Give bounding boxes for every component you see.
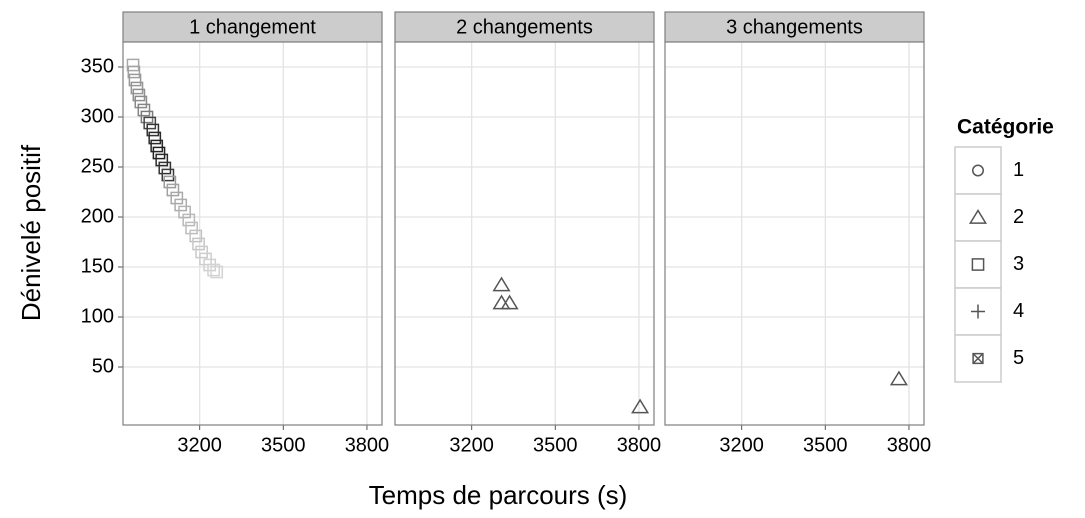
y-tick-label: 350 xyxy=(81,55,114,77)
legend-key xyxy=(954,240,1002,289)
y-tick-label: 100 xyxy=(81,305,114,327)
y-tick-label: 200 xyxy=(81,205,114,227)
point xyxy=(130,81,144,95)
point xyxy=(182,213,196,227)
strip xyxy=(664,11,925,43)
point xyxy=(146,123,160,137)
point xyxy=(500,294,519,310)
y-tick-label: 50 xyxy=(92,355,114,377)
point xyxy=(195,245,208,259)
legend-label: 3 xyxy=(1013,253,1024,275)
point xyxy=(127,65,141,79)
point xyxy=(166,183,180,197)
x-tick-label: 3800 xyxy=(887,434,932,456)
point xyxy=(492,276,511,292)
strip xyxy=(394,11,655,43)
x-tick-label: 3200 xyxy=(719,434,764,456)
y-axis-title: Dénivelé positif xyxy=(16,144,46,321)
legend-key xyxy=(954,146,1002,195)
legend-symbol xyxy=(971,258,985,271)
panel xyxy=(395,42,654,425)
strip xyxy=(122,11,383,43)
point xyxy=(192,237,205,251)
legend-label: 2 xyxy=(1013,206,1024,228)
point xyxy=(161,168,175,182)
panel-border xyxy=(394,41,655,426)
point xyxy=(128,73,142,87)
y-tick-label: 300 xyxy=(81,105,114,127)
point xyxy=(158,161,172,175)
strip-label: 3 changements xyxy=(726,16,863,38)
x-tick-label: 3800 xyxy=(617,434,662,456)
strip-label: 2 changements xyxy=(456,16,593,38)
point xyxy=(143,116,157,130)
point xyxy=(631,398,650,414)
point xyxy=(152,146,166,160)
panel xyxy=(665,42,924,425)
point xyxy=(126,58,140,72)
point xyxy=(185,221,198,235)
panel-border xyxy=(122,41,383,426)
point xyxy=(207,263,220,277)
x-tick-label: 3500 xyxy=(803,434,848,456)
point xyxy=(163,175,177,189)
x-tick-label: 3500 xyxy=(261,434,306,456)
legend-title: Catégorie xyxy=(957,116,1054,139)
point xyxy=(889,370,908,386)
legend-label: 5 xyxy=(1013,347,1024,369)
point xyxy=(155,153,169,167)
legend-label: 1 xyxy=(1013,159,1024,181)
legend-symbol xyxy=(972,352,984,365)
point xyxy=(189,229,203,243)
point xyxy=(170,191,184,205)
x-tick-label: 3200 xyxy=(449,434,494,456)
x-tick-label: 3500 xyxy=(533,434,578,456)
legend-key xyxy=(954,193,1002,242)
x-tick-label: 3200 xyxy=(177,434,222,456)
strip-label: 1 changement xyxy=(189,16,316,38)
point xyxy=(178,205,191,219)
point xyxy=(148,131,162,145)
x-tick-label: 3800 xyxy=(345,434,390,456)
legend-symbol xyxy=(968,209,988,224)
y-tick-label: 150 xyxy=(81,255,114,277)
point xyxy=(134,95,148,109)
legend-symbol xyxy=(972,164,984,177)
x-axis-title: Temps de parcours (s) xyxy=(369,480,628,510)
legend-label: 4 xyxy=(1013,300,1024,322)
point xyxy=(174,198,188,212)
panel-border xyxy=(664,41,925,426)
point xyxy=(137,103,151,117)
point xyxy=(150,139,164,153)
legend-symbol xyxy=(971,304,985,319)
point xyxy=(210,265,224,279)
point xyxy=(132,88,146,102)
y-tick-label: 250 xyxy=(81,155,114,177)
panel xyxy=(123,42,382,425)
